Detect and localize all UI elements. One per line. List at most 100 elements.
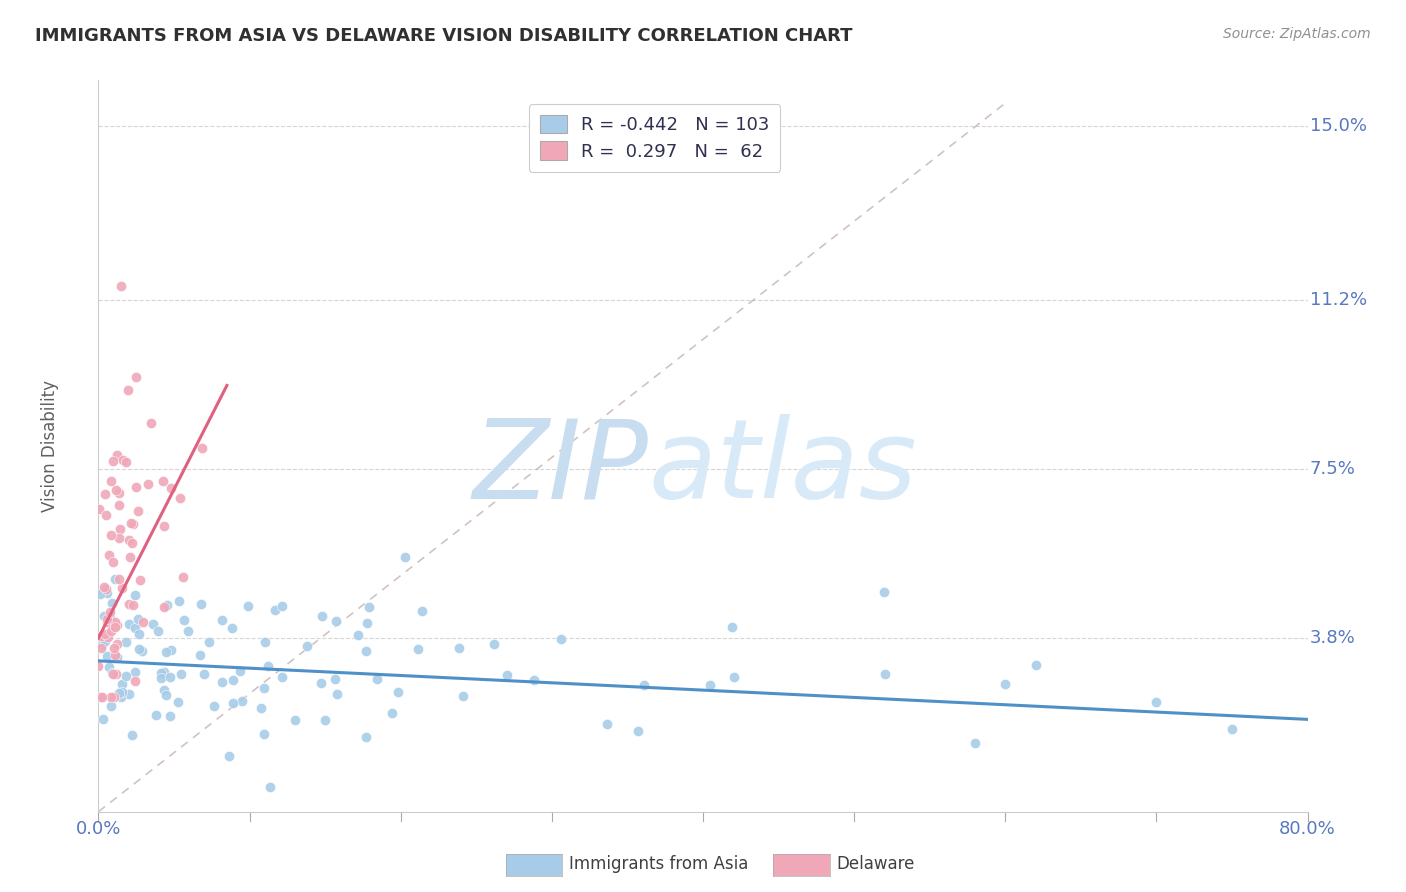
- Point: [231, 694, 253, 708]
- Point: [311, 608, 333, 623]
- Point: [190, 597, 212, 611]
- Text: Delaware: Delaware: [837, 855, 915, 873]
- Point: [98, 611, 121, 625]
- Point: [89, 690, 111, 705]
- Point: [723, 669, 745, 683]
- Point: [221, 696, 243, 710]
- Point: [103, 641, 125, 656]
- Point: [114, 455, 136, 469]
- Point: [314, 714, 336, 728]
- Point: [155, 689, 177, 703]
- Point: [323, 672, 346, 686]
- Point: [91, 638, 114, 652]
- Point: [124, 673, 146, 688]
- Point: [101, 454, 124, 468]
- Point: [309, 676, 332, 690]
- Point: [142, 617, 165, 632]
- Point: [160, 481, 183, 495]
- Point: [172, 570, 194, 584]
- Point: [101, 666, 124, 681]
- Point: [100, 690, 122, 705]
- Text: IMMIGRANTS FROM ASIA VS DELAWARE VISION DISABILITY CORRELATION CHART: IMMIGRANTS FROM ASIA VS DELAWARE VISION …: [35, 27, 852, 45]
- Point: [125, 370, 148, 384]
- Point: [105, 637, 128, 651]
- Text: 11.2%: 11.2%: [1310, 291, 1367, 309]
- Point: [366, 672, 388, 686]
- Point: [90, 629, 112, 643]
- Point: [108, 686, 131, 700]
- Point: [97, 630, 120, 644]
- Point: [356, 616, 378, 631]
- Point: [202, 699, 225, 714]
- Point: [128, 627, 150, 641]
- Point: [117, 533, 139, 547]
- Text: 3.8%: 3.8%: [1310, 629, 1355, 647]
- Point: [127, 611, 149, 625]
- Point: [91, 712, 114, 726]
- Text: atlas: atlas: [648, 415, 917, 522]
- Point: [169, 491, 191, 506]
- Point: [347, 628, 370, 642]
- Point: [451, 689, 474, 703]
- Point: [484, 637, 506, 651]
- Point: [100, 474, 122, 488]
- Point: [118, 617, 141, 632]
- Point: [104, 620, 127, 634]
- Text: Source: ZipAtlas.com: Source: ZipAtlas.com: [1223, 27, 1371, 41]
- Point: [97, 548, 120, 562]
- Point: [357, 600, 380, 615]
- Point: [104, 572, 127, 586]
- Point: [236, 599, 259, 614]
- Point: [125, 480, 148, 494]
- Point: [550, 632, 572, 647]
- Point: [124, 588, 146, 602]
- Point: [114, 635, 136, 649]
- Point: [118, 687, 141, 701]
- Point: [176, 624, 198, 639]
- Point: [94, 582, 117, 596]
- Point: [153, 600, 176, 615]
- Point: [193, 666, 215, 681]
- Point: [152, 519, 174, 533]
- Point: [103, 555, 125, 569]
- Point: [110, 690, 132, 705]
- Point: [145, 708, 167, 723]
- Text: 80.0%: 80.0%: [1279, 821, 1336, 838]
- Text: 15.0%: 15.0%: [1310, 117, 1367, 135]
- Point: [122, 517, 145, 532]
- Point: [115, 668, 138, 682]
- Point: [229, 665, 252, 679]
- Point: [110, 279, 132, 293]
- Point: [121, 728, 143, 742]
- Point: [211, 613, 233, 627]
- Point: [1144, 695, 1167, 709]
- Point: [107, 532, 129, 546]
- Point: [128, 573, 150, 587]
- Point: [94, 634, 117, 648]
- Point: [152, 474, 174, 488]
- Point: [117, 383, 139, 397]
- Point: [596, 717, 619, 731]
- Point: [257, 659, 280, 673]
- Point: [496, 668, 519, 682]
- Point: [89, 690, 111, 705]
- Point: [994, 676, 1017, 690]
- Point: [100, 624, 122, 638]
- Point: [250, 701, 273, 715]
- Point: [1024, 658, 1046, 673]
- Point: [326, 687, 349, 701]
- Point: [124, 620, 146, 634]
- Point: [112, 453, 135, 467]
- Point: [89, 587, 111, 601]
- Point: [118, 597, 141, 611]
- Point: [965, 736, 987, 750]
- Point: [222, 673, 245, 688]
- Point: [127, 504, 149, 518]
- Text: Vision Disability: Vision Disability: [41, 380, 59, 512]
- Point: [121, 536, 143, 550]
- Point: [191, 442, 214, 456]
- Point: [104, 615, 127, 630]
- Point: [254, 635, 277, 649]
- Point: [110, 581, 132, 595]
- Text: ZIP: ZIP: [472, 415, 648, 522]
